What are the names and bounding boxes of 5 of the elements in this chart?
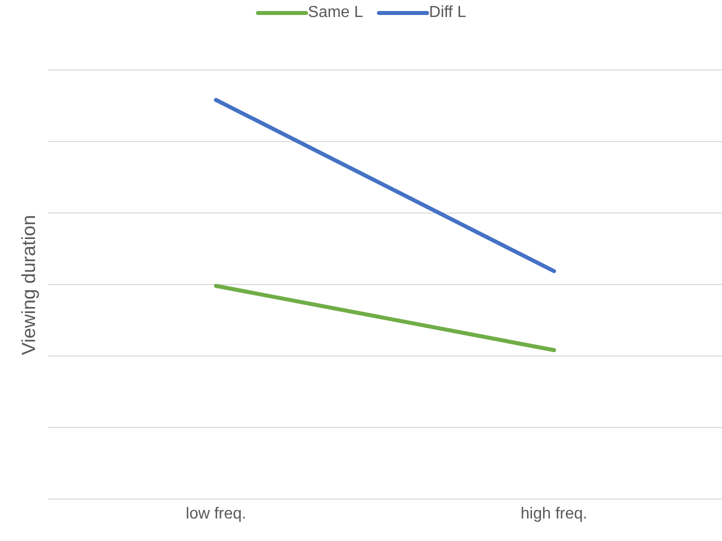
x-tick-label: low freq. [186, 505, 246, 522]
legend-label: Diff L [429, 4, 466, 22]
x-tick-label: high freq. [520, 505, 588, 522]
y-axis-title: Viewing duration [19, 214, 41, 355]
legend-label: Same L [308, 4, 364, 22]
